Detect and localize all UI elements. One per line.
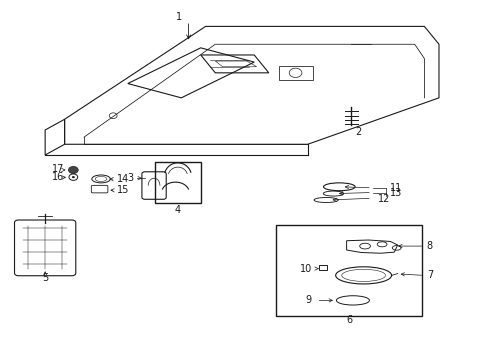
Text: 5: 5 xyxy=(42,273,48,283)
Text: 15: 15 xyxy=(116,185,129,195)
Text: 13: 13 xyxy=(389,188,402,198)
Text: 12: 12 xyxy=(377,194,390,204)
Circle shape xyxy=(72,176,75,178)
Bar xyxy=(276,225,421,316)
Text: 2: 2 xyxy=(355,127,361,138)
Text: 10: 10 xyxy=(300,264,312,274)
Text: 17: 17 xyxy=(52,164,65,174)
Text: 11: 11 xyxy=(389,183,402,193)
Text: 14: 14 xyxy=(116,174,129,184)
Text: 9: 9 xyxy=(305,296,311,305)
Bar xyxy=(318,265,326,270)
Text: 8: 8 xyxy=(426,241,432,251)
Bar xyxy=(154,162,201,203)
Text: 6: 6 xyxy=(346,315,351,325)
Text: 16: 16 xyxy=(52,172,64,183)
Text: 7: 7 xyxy=(426,270,432,280)
Circle shape xyxy=(68,166,78,174)
Text: 3: 3 xyxy=(127,173,133,183)
Text: 1: 1 xyxy=(176,13,182,22)
Text: 4: 4 xyxy=(175,205,181,215)
